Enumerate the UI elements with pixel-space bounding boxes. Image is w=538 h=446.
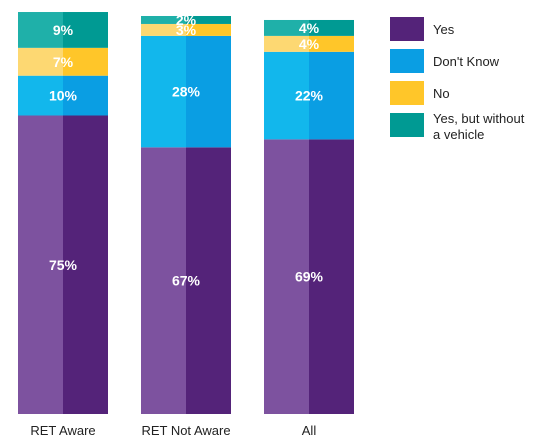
bar-segment-don-t-know-ret-aware xyxy=(18,75,108,116)
bar-segment-don-t-know-all xyxy=(264,51,354,140)
legend-swatch xyxy=(390,49,424,73)
category-label: RET Aware xyxy=(30,423,95,438)
category-label: RET Not Aware xyxy=(141,423,230,438)
bar-segment-don-t-know-ret-not-aware xyxy=(141,35,231,148)
legend-swatch xyxy=(390,81,424,105)
bar-segment-yes-but-without-a-vehicle-ret-not-aware xyxy=(141,16,231,24)
data-label: 7% xyxy=(53,54,74,70)
bar-segment-yes-all xyxy=(264,139,354,414)
data-label: 3% xyxy=(176,22,197,38)
data-label: 22% xyxy=(295,88,324,104)
bar-segment-no-ret-not-aware xyxy=(141,23,231,36)
legend-label: No xyxy=(433,86,450,101)
data-label: 67% xyxy=(172,273,201,289)
bar-segment-yes-but-without-a-vehicle-all xyxy=(264,19,354,36)
category-label: All xyxy=(302,423,317,438)
bar-segment-no-ret-aware xyxy=(18,47,108,76)
legend-label: Yes, but without a vehicle xyxy=(433,111,525,142)
data-label: 4% xyxy=(299,36,320,52)
data-label: 4% xyxy=(299,20,320,36)
legend-label: Yes xyxy=(433,22,455,37)
bar-segment-yes-ret-aware xyxy=(18,115,108,414)
bar-segment-yes-but-without-a-vehicle-ret-aware xyxy=(18,12,108,48)
data-label: 69% xyxy=(295,269,324,285)
data-label: 28% xyxy=(172,84,201,100)
data-label: 10% xyxy=(49,88,78,104)
bar-segment-yes-ret-not-aware xyxy=(141,147,231,414)
data-label: 75% xyxy=(49,257,78,273)
legend-swatch xyxy=(390,113,424,137)
data-label: 9% xyxy=(53,22,74,38)
legend-label: Don't Know xyxy=(433,54,500,69)
bar-segment-no-all xyxy=(264,35,354,52)
legend-swatch xyxy=(390,17,424,41)
data-label: 2% xyxy=(176,12,197,28)
